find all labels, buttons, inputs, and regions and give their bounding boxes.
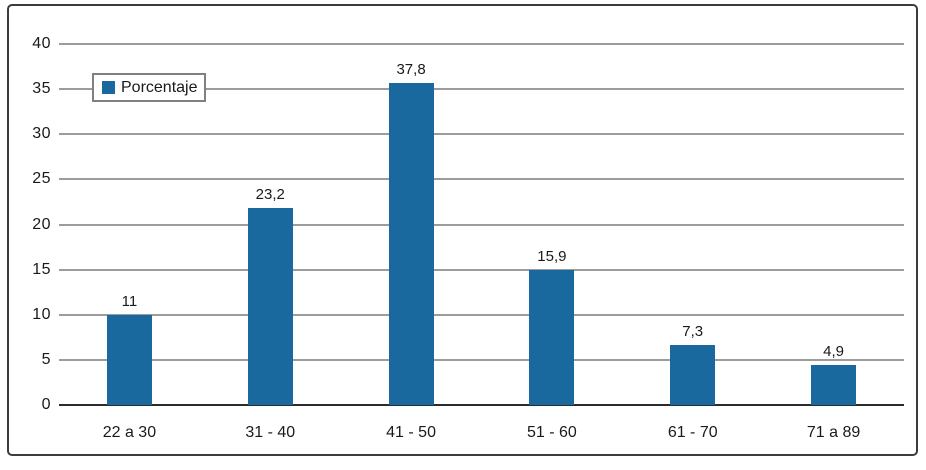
gridline-5 [59, 358, 904, 361]
x-axis-label: 51 - 60 [526, 424, 577, 441]
bar-group-1: 11 [59, 44, 200, 405]
bar-41---50 [388, 82, 434, 405]
y-tick-label-40: 40 [32, 35, 51, 52]
bar-group-3: 37,8 [341, 44, 482, 405]
x-axis-label: 71 a 89 [806, 424, 861, 441]
y-tick-label-10: 10 [32, 305, 51, 323]
y-tick-label-0: 0 [41, 396, 51, 413]
bar-value-label: 37,8 [396, 60, 426, 78]
bar-group-4: 15,9 [481, 44, 622, 405]
x-axis-labels: 22 a 30 31 - 40 41 - 50 51 - 60 61 - 70 71 a … [59, 418, 904, 448]
legend-color-swatch-icon [102, 81, 115, 94]
bar-31---40 [247, 208, 293, 405]
legend-label: Porcentaje [121, 78, 198, 96]
y-tick-label-15: 15 [32, 260, 51, 278]
bar-value-label: 11 [121, 292, 138, 310]
gridline-10 [59, 313, 904, 316]
x-axis-baseline [59, 404, 904, 406]
bar-61---70 [670, 345, 716, 405]
bar-group-6: 4,9 [763, 44, 904, 405]
bar-51---60 [529, 269, 575, 405]
gridline-35 [59, 88, 904, 91]
bars-layer: 11 23,2 37,8 15,9 7,3 4,9 [59, 44, 904, 405]
gridline-20 [59, 223, 904, 226]
bar-value-label: 15,9 [537, 247, 567, 265]
legend: Porcentaje [92, 73, 206, 102]
y-tick-label-30: 30 [32, 125, 51, 143]
x-axis-label: 41 - 50 [386, 424, 436, 441]
bar-group-2: 23,2 [200, 44, 341, 405]
x-axis-label: 31 - 40 [245, 424, 296, 441]
y-tick-label-35: 35 [32, 80, 51, 98]
plot-area: 11 23,2 37,8 15,9 7,3 4,9 [59, 43, 904, 406]
y-axis-labels: 0 5 10 15 20 25 30 35 40 [9, 36, 51, 413]
gridline-15 [59, 268, 904, 271]
bar-value-label: 4,9 [823, 343, 844, 361]
bar-value-label: 7,3 [682, 323, 704, 341]
chart-figure: 0 5 10 15 20 25 30 35 40 11 23,2 37,8 15,9 7,3 4,9 22… [7, 4, 918, 456]
x-axis-label: 22 a 30 [102, 424, 157, 441]
x-axis-label: 61 - 70 [667, 424, 718, 441]
bar-22-a-30 [106, 314, 152, 405]
y-tick-label-25: 25 [32, 170, 51, 188]
gridline-30 [59, 133, 904, 136]
bar-value-label: 23,2 [255, 186, 285, 204]
bar-group-5: 7,3 [622, 44, 763, 405]
gridline-25 [59, 178, 904, 181]
gridline-40 [59, 43, 904, 45]
y-tick-label-5: 5 [41, 350, 51, 368]
bar-71-a-89 [811, 365, 857, 405]
y-tick-label-20: 20 [32, 215, 51, 233]
